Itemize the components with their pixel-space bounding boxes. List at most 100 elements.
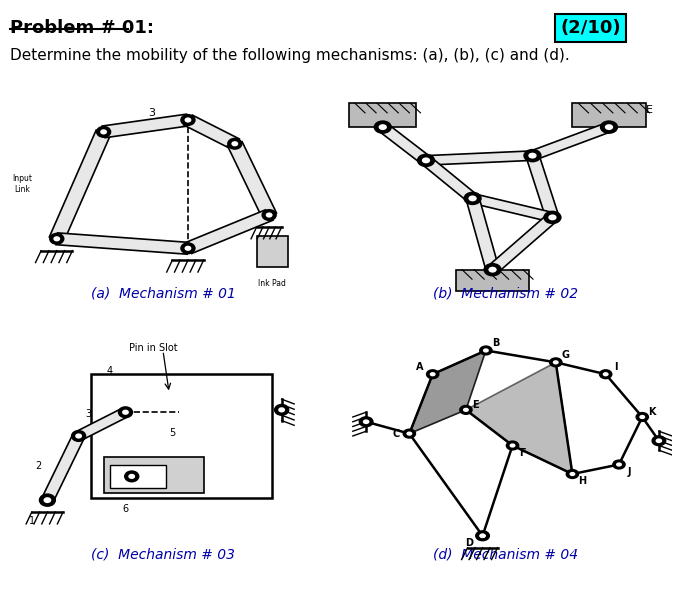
Text: 6: 6 — [122, 504, 128, 514]
Circle shape — [570, 472, 575, 476]
Polygon shape — [530, 123, 612, 160]
Circle shape — [181, 243, 195, 254]
Polygon shape — [526, 154, 559, 219]
Circle shape — [656, 438, 662, 443]
Polygon shape — [466, 197, 499, 271]
Circle shape — [603, 372, 608, 377]
Circle shape — [430, 372, 436, 377]
Circle shape — [524, 150, 540, 162]
Circle shape — [374, 121, 391, 133]
Text: Ink Pad: Ink Pad — [258, 279, 287, 288]
Polygon shape — [378, 124, 431, 163]
Polygon shape — [75, 408, 129, 440]
Text: I: I — [614, 362, 617, 372]
Circle shape — [653, 436, 665, 446]
Text: 1: 1 — [29, 516, 35, 526]
Polygon shape — [409, 350, 486, 434]
Circle shape — [477, 532, 489, 540]
Circle shape — [550, 358, 562, 366]
Circle shape — [460, 406, 472, 414]
Text: K: K — [648, 407, 656, 417]
Circle shape — [265, 213, 272, 217]
Text: 5: 5 — [169, 428, 175, 438]
Circle shape — [507, 441, 519, 450]
Text: G: G — [562, 350, 570, 360]
Polygon shape — [471, 194, 555, 222]
Circle shape — [228, 138, 242, 149]
Circle shape — [128, 474, 135, 479]
Text: A: A — [416, 362, 423, 372]
Text: Determine the mobility of the following mechanisms: (a), (b), (c) and (d).: Determine the mobility of the following … — [10, 48, 570, 62]
Circle shape — [548, 214, 557, 220]
Circle shape — [39, 494, 55, 506]
Circle shape — [476, 531, 489, 541]
Circle shape — [275, 405, 289, 415]
Text: Problem # 01:: Problem # 01: — [10, 19, 154, 37]
Polygon shape — [488, 214, 557, 273]
Polygon shape — [50, 130, 111, 241]
Circle shape — [616, 462, 622, 467]
Polygon shape — [183, 115, 239, 148]
Text: B: B — [492, 339, 500, 348]
Circle shape — [553, 360, 559, 365]
Text: 4: 4 — [107, 366, 113, 376]
Polygon shape — [227, 142, 276, 217]
Circle shape — [125, 471, 139, 482]
Circle shape — [528, 153, 536, 159]
Circle shape — [54, 236, 60, 241]
Text: D: D — [465, 538, 473, 548]
Bar — [572, 103, 646, 127]
Circle shape — [406, 431, 412, 436]
Circle shape — [488, 267, 497, 273]
Text: J: J — [627, 467, 631, 476]
Circle shape — [232, 141, 238, 146]
Bar — [110, 465, 166, 488]
Circle shape — [480, 346, 492, 355]
Polygon shape — [466, 362, 572, 474]
Circle shape — [479, 533, 485, 538]
Circle shape — [403, 429, 416, 438]
Polygon shape — [103, 114, 189, 138]
Text: (c)  Mechanism # 03: (c) Mechanism # 03 — [91, 548, 235, 562]
Circle shape — [600, 370, 612, 378]
Text: (b)  Mechanism # 02: (b) Mechanism # 02 — [433, 286, 579, 301]
Circle shape — [464, 192, 481, 204]
Circle shape — [363, 419, 369, 424]
Bar — [91, 374, 272, 498]
Text: 3: 3 — [85, 409, 91, 419]
Text: F: F — [519, 448, 526, 457]
Circle shape — [566, 470, 579, 478]
Circle shape — [185, 246, 191, 251]
Polygon shape — [421, 157, 477, 201]
Text: 2: 2 — [35, 462, 41, 471]
Circle shape — [479, 533, 486, 538]
Polygon shape — [56, 233, 189, 254]
Circle shape — [185, 118, 191, 122]
Circle shape — [636, 413, 648, 421]
Circle shape — [278, 407, 285, 412]
Text: C: C — [392, 429, 400, 438]
Circle shape — [469, 195, 477, 201]
Circle shape — [100, 129, 107, 134]
Circle shape — [601, 121, 617, 133]
Text: E: E — [473, 400, 479, 410]
Circle shape — [262, 210, 276, 220]
Text: 3: 3 — [149, 108, 155, 118]
Circle shape — [181, 115, 195, 125]
Bar — [456, 270, 529, 291]
Bar — [257, 236, 288, 267]
Polygon shape — [41, 434, 84, 502]
Circle shape — [422, 157, 430, 163]
Circle shape — [379, 124, 387, 130]
Circle shape — [483, 348, 489, 353]
Circle shape — [72, 431, 86, 441]
Circle shape — [613, 460, 625, 469]
Circle shape — [75, 434, 82, 438]
Text: (2/10): (2/10) — [560, 19, 621, 37]
Bar — [350, 103, 416, 127]
Polygon shape — [426, 151, 533, 165]
Circle shape — [122, 410, 129, 415]
Circle shape — [43, 497, 52, 503]
Text: (d)  Mechanism # 04: (d) Mechanism # 04 — [433, 548, 579, 562]
Circle shape — [119, 407, 132, 418]
